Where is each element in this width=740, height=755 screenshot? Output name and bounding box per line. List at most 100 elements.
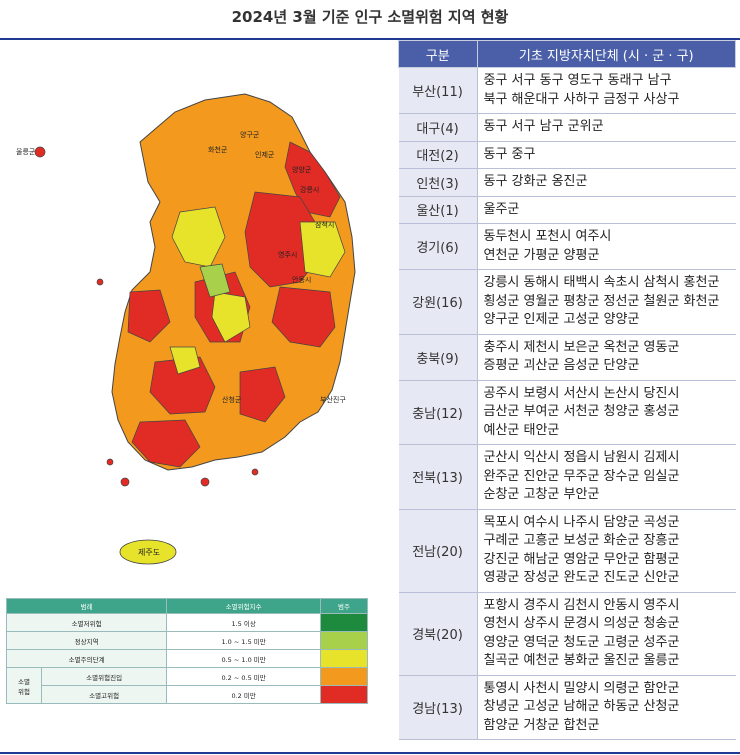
label-samcheok: 삼척시 [315,220,334,229]
region-name: 충북(9) [398,334,478,381]
page-title: 2024년 3월 기준 인구 소멸위험 지역 현황 [231,8,509,26]
legend-range: 1.5 이상 [166,613,321,632]
region-name: 부산(11) [398,67,478,114]
legend-row: 소멸 위험 소멸위험진입 0.2 ~ 0.5 미만 [6,667,368,704]
island-small-2 [106,458,114,466]
label-inje: 인제군 [255,150,275,159]
legend-header-swatch: 범주 [320,598,368,614]
region-name: 대전(2) [398,141,478,169]
region-municipalities: 동구 강화군 옹진군 [477,168,736,197]
region-row: 충남(12) 공주시 보령시 서산시 논산시 당진시 금산군 부여군 서천군 청양군… [398,380,736,445]
region-row: 경기(6) 동두천시 포천시 여주시 연천군 가평군 양평군 [398,223,736,270]
regions-table: 구분 기초 지방자치단체 (시 · 군 · 구) 부산(11) 중구 서구 동구 … [398,40,736,740]
municipality-line: 포항시 경주시 김천시 안동시 영주시 [483,597,680,613]
legend-label: 소멸저위험 [5,613,168,632]
label-sancheong: 산청군 [222,395,242,404]
region-name: 울산(1) [398,196,478,224]
legend-swatch [320,685,368,704]
legend-label: 소멸고위험 [40,685,168,704]
region-municipalities: 공주시 보령시 서산시 논산시 당진시 금산군 부여군 서천군 청양군 홍성군 예산… [477,380,736,445]
legend-header-index: 소멸위험지수 [166,598,321,614]
region-municipalities: 군산시 익산시 정읍시 남원시 김제시 완주군 진안군 무주군 장수군 임실군 순창… [477,444,736,510]
top-rule [0,38,740,40]
legend-row: 소멸저위험 1.5 이상 [5,613,368,632]
island-jeju [119,539,177,565]
legend-label: 소멸위험진입 [40,667,168,686]
label-busan-jin: 부산진구 [320,395,346,404]
island-small-1 [120,477,130,487]
legend-group: 소멸 위험 [6,667,42,704]
municipality-line: 창녕군 고성군 남해군 하동군 산청군 [483,699,680,714]
municipality-line: 목포시 여수시 나주시 담양군 곡성군 [483,514,680,530]
korea-map: 울릉군 제주도 인제군 양구군 화천군 양양군 강릉시 삼척시 영주시 안동시 … [16,93,356,565]
region-row: 대구(4) 동구 서구 남구 군위군 [398,113,736,142]
region-name: 전남(20) [398,509,478,593]
region-jeonnam [131,419,201,468]
label-gangneung: 강릉시 [300,185,319,194]
municipality-line: 연천군 가평군 양평군 [483,247,600,263]
region-name: 경북(20) [398,592,478,676]
bottom-rule [0,752,740,754]
municipality-line: 북구 해운대구 사하구 금정구 사상구 [483,91,680,107]
region-name: 강원(16) [398,269,478,335]
legend-swatch [320,649,368,668]
label-yangyang: 양양군 [292,166,312,174]
municipality-line: 증평군 괴산군 음성군 단양군 [483,358,640,373]
legend-label: 소멸주의단계 [5,649,168,668]
region-municipalities: 울주군 [477,196,736,224]
legend-table: 범례 소멸위험지수 범주 소멸저위험 1.5 이상 정상지역 1.0 ~ 1.5… [5,598,368,704]
region-name: 인천(3) [398,168,478,197]
island-small-3 [200,477,210,487]
region-gyeongbuk-north [244,191,321,288]
region-gyeonggi-south [199,263,231,298]
municipality-line: 영광군 장성군 완도군 진도군 신안군 [483,570,680,585]
municipality-line: 영천시 상주시 문경시 의성군 청송군 [483,616,680,631]
island-ulleung [34,146,46,158]
municipality-line: 영양군 영덕군 청도군 고령군 성주군 [483,634,680,650]
label-andong: 안동시 [292,275,311,284]
region-row: 전북(13) 군산시 익산시 정읍시 남원시 김제시 완주군 진안군 무주군 장수군… [398,444,736,510]
legend-range: 0.2 ~ 0.5 미만 [166,667,321,686]
region-jeonbuk [149,356,216,415]
region-name: 대구(4) [398,113,478,142]
label-hwacheon: 화천군 [208,145,228,154]
municipality-line: 동구 강화군 옹진군 [483,174,588,189]
region-row: 경남(13) 통영시 사천시 밀양시 의령군 함안군 창녕군 고성군 남해군 하동군… [398,675,736,740]
legend-range: 0.2 미만 [166,685,321,704]
legend-row: 소멸주의단계 0.5 ~ 1.0 미만 [5,649,368,668]
municipality-line: 완주군 진안군 무주군 장수군 임실군 [483,468,680,484]
region-municipalities: 강릉시 동해시 태백시 속초시 삼척시 홍천군 횡성군 영월군 평창군 정선군 철… [477,269,736,335]
municipality-line: 통영시 사천시 밀양시 의령군 함안군 [483,680,680,696]
region-row: 대전(2) 동구 중구 [398,141,736,169]
legend-label: 정상지역 [5,631,168,650]
legend-swatch [320,631,368,650]
region-chungnam [127,289,171,343]
municipality-line: 칠곡군 예천군 봉화군 울진군 울릉군 [483,653,680,668]
region-jeonbuk-west [169,346,201,375]
municipality-line: 충주시 제천시 보은군 옥천군 영동군 [483,339,680,355]
legend-row: 소멸고위험 0.2 미만 [7,685,368,704]
municipality-line: 공주시 보령시 서산시 논산시 당진시 [483,385,680,401]
island-small-5 [96,278,104,286]
municipality-line: 함양군 거창군 합천군 [483,717,600,733]
region-name: 경기(6) [398,223,478,270]
region-row: 강원(16) 강릉시 동해시 태백시 속초시 삼척시 홍천군 횡성군 영월군 평창군… [398,269,736,335]
municipality-line: 구례군 고흥군 보성군 화순군 장흥군 [483,533,680,548]
region-row: 부산(11) 중구 서구 동구 영도구 동래구 남구 북구 해운대구 사하구 금정구… [398,67,736,114]
legend-range: 0.5 ~ 1.0 미만 [166,649,321,668]
region-municipalities: 동두천시 포천시 여주시 연천군 가평군 양평군 [477,223,736,270]
region-row: 전남(20) 목포시 여수시 나주시 담양군 곡성군 구례군 고흥군 보성군 화순군… [398,509,736,593]
region-row: 인천(3) 동구 강화군 옹진군 [398,168,736,197]
region-gyeongnam [239,366,286,423]
region-municipalities: 동구 중구 [477,141,736,169]
municipality-line: 울주군 [483,201,520,217]
label-jeju: 제주도 [138,548,160,557]
municipality-line: 중구 서구 동구 영도구 동래구 남구 [483,73,672,88]
region-chungcheong-mid [211,291,251,343]
municipality-line: 강진군 해남군 영암군 무안군 함평군 [483,551,680,567]
